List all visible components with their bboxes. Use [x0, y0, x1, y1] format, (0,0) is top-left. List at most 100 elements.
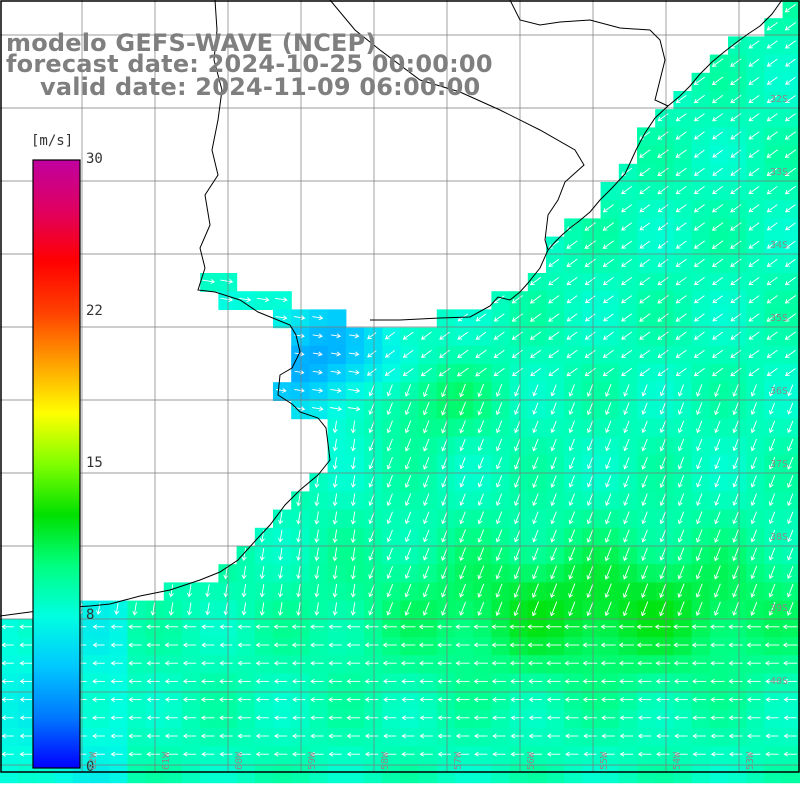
speed-cell: [291, 655, 310, 674]
wind-arrow: [404, 601, 412, 616]
wind-arrow: [605, 475, 612, 488]
wind-arrow: [586, 547, 594, 562]
wind-arrow: [455, 642, 470, 648]
wind-arrow: [182, 624, 197, 630]
wind-arrow: [92, 715, 105, 721]
speed-cell: [527, 764, 547, 784]
wind-arrow: [329, 406, 343, 412]
wind-arrow: [278, 511, 284, 525]
speed-cell: [455, 691, 474, 711]
wind-arrow: [768, 402, 776, 415]
speed-cell: [364, 746, 383, 765]
wind-arrow: [582, 660, 598, 666]
wind-arrow: [765, 733, 779, 739]
wind-arrow: [475, 349, 487, 359]
wind-arrow: [457, 331, 469, 340]
speed-cell: [546, 564, 565, 583]
wind-arrow: [273, 624, 288, 630]
speed-cell: [527, 382, 547, 401]
wind-arrow: [550, 420, 557, 434]
wind-arrow: [787, 529, 794, 543]
wind-arrow: [495, 402, 503, 416]
speed-cell: [436, 345, 456, 365]
speed-cell: [291, 637, 310, 656]
speed-cell: [728, 764, 747, 784]
wind-arrow: [675, 113, 687, 122]
wind-arrow: [530, 349, 542, 358]
wind-arrow: [219, 751, 233, 757]
speed-cell: [691, 236, 711, 256]
speed-cell: [236, 655, 256, 674]
wind-arrow: [748, 349, 760, 358]
speed-cell: [582, 746, 602, 765]
speed-cell: [618, 418, 638, 438]
speed-cell: [673, 254, 693, 274]
speed-cell: [382, 618, 401, 638]
speed-cell: [618, 254, 638, 274]
wind-arrow: [639, 349, 651, 358]
speed-cell: [527, 400, 547, 420]
wind-arrow: [768, 475, 776, 488]
speed-cell: [618, 273, 638, 292]
wind-arrow: [314, 602, 320, 616]
speed-cell: [728, 345, 747, 365]
wind-arrow: [368, 565, 375, 580]
wind-arrow: [675, 349, 687, 358]
speed-cell: [455, 509, 474, 529]
speed-cell: [564, 291, 583, 310]
speed-cell: [764, 637, 784, 656]
speed-cell: [637, 200, 656, 219]
wind-arrow: [586, 402, 594, 416]
speed-cell: [655, 709, 674, 729]
speed-cell: [436, 309, 456, 329]
speed-cell: [491, 546, 511, 565]
wind-arrow: [639, 313, 651, 322]
wind-arrow: [455, 660, 470, 666]
wind-arrow: [641, 547, 648, 561]
wind-arrow: [328, 660, 342, 666]
wind-arrow: [787, 493, 794, 507]
speed-cell: [254, 291, 274, 310]
speed-cell: [236, 764, 256, 784]
wind-arrow: [766, 40, 778, 49]
wind-arrow: [510, 751, 524, 757]
wind-arrow: [132, 602, 138, 616]
speed-cell: [382, 473, 401, 492]
speed-cell: [436, 400, 456, 420]
speed-cell: [254, 527, 274, 547]
wind-arrow: [766, 295, 778, 304]
wind-arrow: [419, 678, 433, 684]
wind-arrow: [110, 715, 123, 721]
wind-arrow: [787, 566, 794, 579]
speed-cell: [600, 200, 620, 219]
speed-cell: [691, 764, 711, 784]
speed-cell: [455, 364, 474, 383]
speed-cell: [382, 728, 401, 747]
wind-arrow: [750, 583, 758, 598]
wind-arrow: [584, 277, 596, 286]
wind-arrow: [404, 475, 412, 488]
speed-cell: [637, 436, 656, 456]
speed-cell: [764, 382, 784, 401]
wind-arrow: [402, 349, 414, 358]
wind-arrow: [364, 733, 379, 739]
speed-cell: [691, 382, 711, 401]
wind-arrow: [200, 697, 215, 703]
speed-cell: [655, 200, 674, 219]
wind-arrow: [768, 493, 776, 507]
speed-cell: [455, 455, 474, 474]
speed-cell: [746, 200, 765, 219]
speed-cell: [418, 345, 438, 365]
wind-arrow: [1, 697, 14, 703]
wind-arrow: [146, 733, 160, 739]
speed-cell: [345, 364, 365, 383]
wind-arrow: [787, 402, 794, 415]
wind-arrow: [182, 733, 197, 739]
speed-cell: [637, 600, 656, 620]
speed-cell: [655, 127, 674, 147]
speed-cell: [0, 655, 19, 674]
speed-cell: [691, 582, 711, 602]
wind-arrow: [730, 94, 742, 104]
speed-cell: [709, 218, 729, 238]
speed-cell: [618, 236, 638, 256]
